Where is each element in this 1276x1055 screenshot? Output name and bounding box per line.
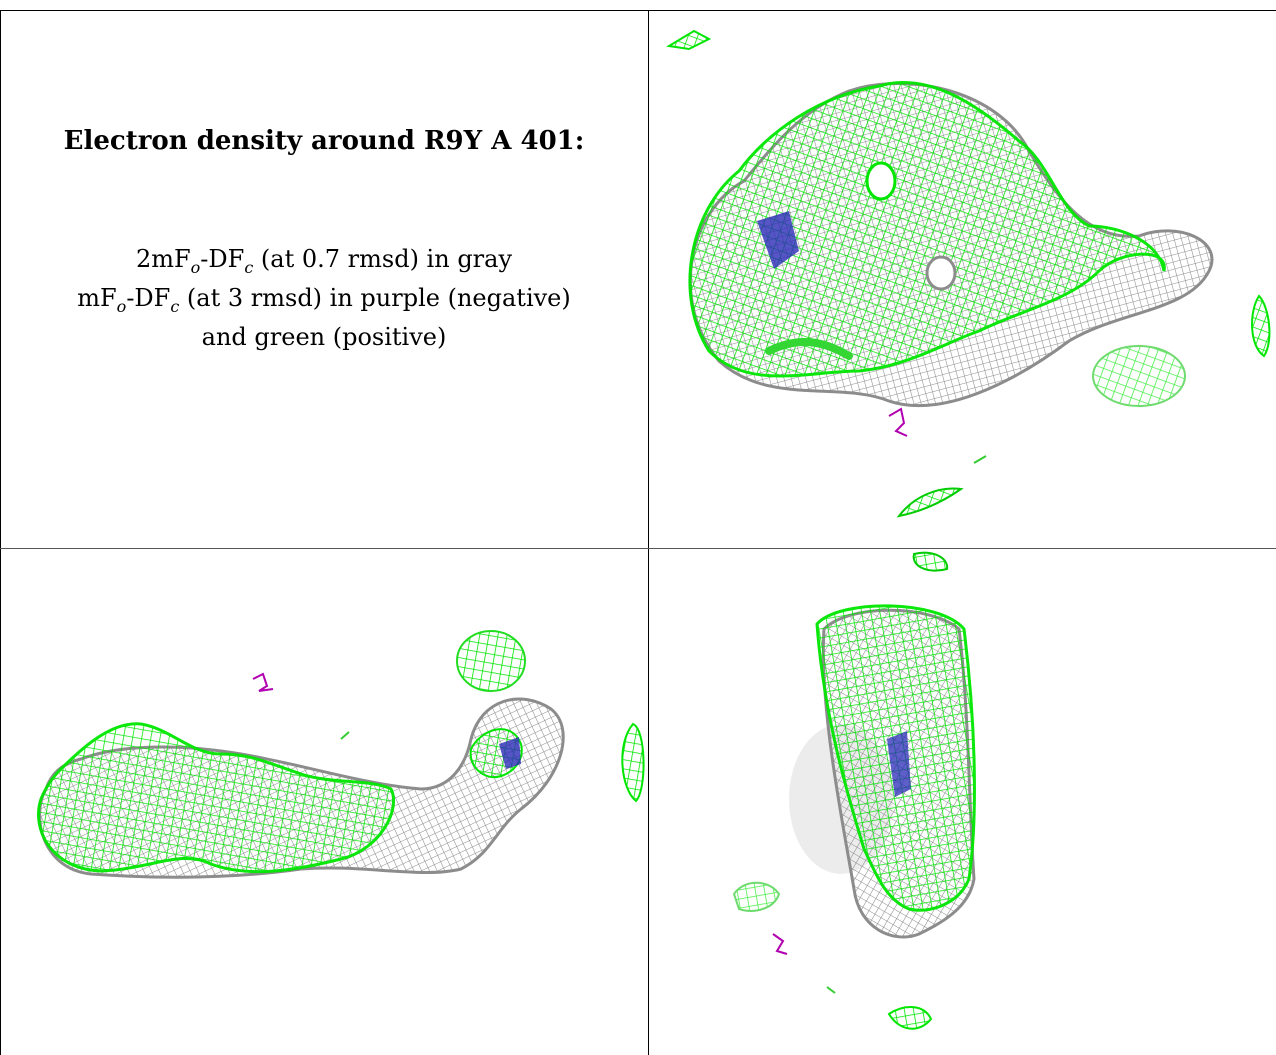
view-bottom-right [649, 549, 1276, 1055]
left-border [0, 10, 1, 1055]
density-fofc-positive-green [666, 29, 1271, 518]
caption-cell: Electron density around R9Y A 401: 2mFo-… [0, 0, 648, 548]
atoms-nitrogen [887, 731, 911, 797]
caption-line-2fofc: 2mFo-DFc (at 0.7 rmsd) in gray [135, 245, 513, 277]
view-top-right [649, 11, 1276, 548]
caption-line-positive: and green (positive) [201, 323, 447, 351]
atoms-nitrogen [499, 737, 521, 769]
density-fofc-negative-purple [888, 407, 908, 437]
view-bottom-left [1, 549, 648, 1055]
middle-divider [0, 548, 1276, 549]
atoms-nitrogen [757, 211, 799, 269]
caption-title: Electron density around R9Y A 401: [63, 126, 585, 156]
caption-line-fofc: mFo-DFc (at 3 rmsd) in purple (negative) [77, 284, 571, 316]
center-divider [648, 10, 649, 1055]
density-fofc-negative-purple [252, 672, 274, 692]
density-fofc-negative-purple [772, 933, 788, 955]
top-border [0, 10, 1276, 11]
density-fofc-positive-green [732, 551, 976, 1030]
